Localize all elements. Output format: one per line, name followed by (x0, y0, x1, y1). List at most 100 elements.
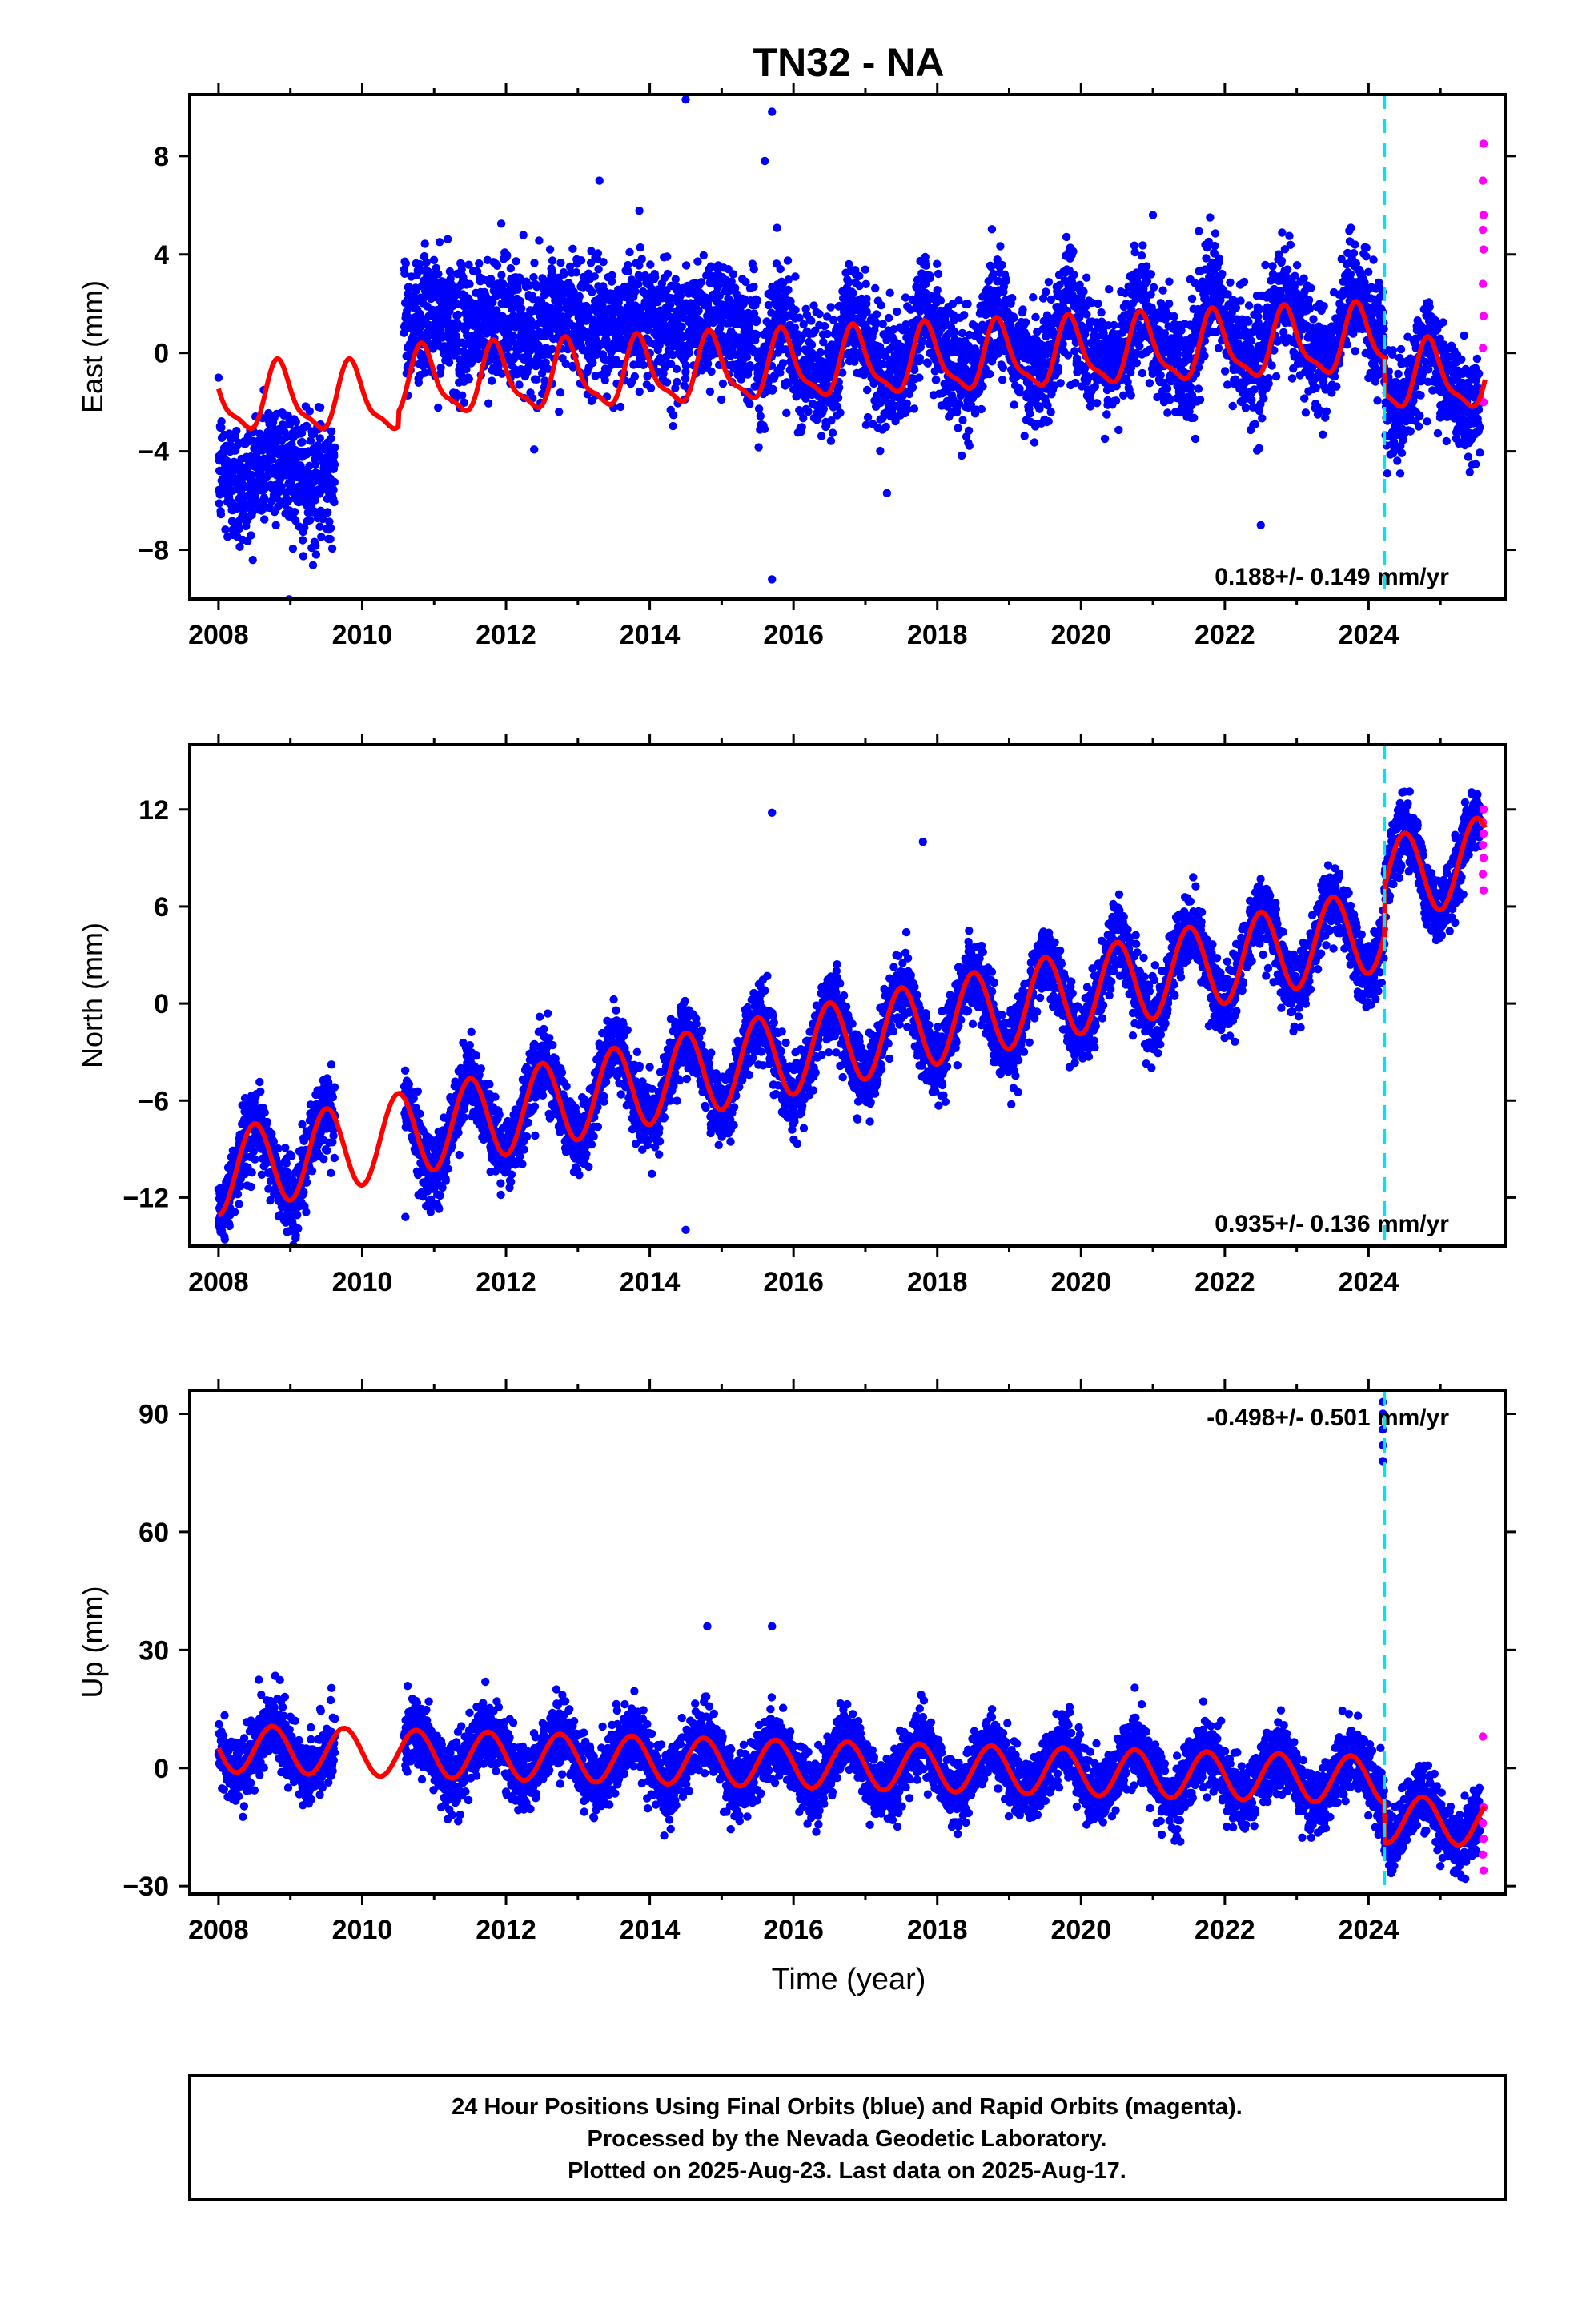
data-point (804, 407, 813, 416)
data-point (221, 525, 230, 534)
data-point (1145, 379, 1154, 388)
data-point (1010, 400, 1018, 409)
data-point (587, 247, 596, 255)
data-point (290, 508, 299, 517)
data-point (498, 279, 508, 288)
data-point (681, 261, 691, 270)
data-point (519, 231, 528, 239)
data-point (515, 380, 524, 389)
data-point (291, 417, 300, 426)
data-point (235, 542, 244, 551)
data-point (926, 273, 935, 283)
data-point (591, 372, 600, 380)
data-point (745, 400, 754, 408)
data-point (823, 329, 832, 339)
data-point (960, 311, 969, 320)
data-point (965, 441, 974, 450)
data-point (608, 271, 616, 280)
data-point (506, 264, 516, 273)
data-point (420, 239, 429, 248)
data-point (277, 482, 286, 492)
data-point (530, 445, 539, 454)
data-point (1094, 299, 1102, 308)
data-point (769, 384, 777, 393)
data-point (760, 424, 769, 433)
data-point (600, 376, 609, 384)
data-point (996, 242, 1005, 251)
data-point (754, 443, 763, 452)
data-point (639, 360, 648, 369)
data-point (326, 524, 335, 533)
data-point (1170, 312, 1178, 321)
data-point (1138, 241, 1147, 250)
data-point (305, 407, 314, 416)
data-point (921, 261, 930, 270)
data-point (545, 326, 554, 336)
data-point (753, 296, 762, 305)
data-point (414, 378, 423, 387)
data-point (592, 350, 601, 359)
data-point (885, 313, 893, 323)
data-point (497, 271, 506, 279)
data-point (1194, 384, 1203, 393)
data-point (877, 301, 885, 310)
data-point (315, 522, 324, 531)
data-point (624, 267, 632, 276)
data-point (296, 461, 305, 470)
data-point (486, 275, 496, 283)
data-point (319, 514, 327, 524)
data-point (1018, 305, 1027, 314)
data-point (235, 524, 244, 533)
data-point (1105, 285, 1114, 294)
data-point (214, 373, 223, 382)
data-point (729, 270, 738, 279)
data-point (556, 259, 565, 267)
data-point (699, 251, 708, 260)
data-point (878, 320, 888, 328)
data-point (820, 321, 829, 331)
data-point (315, 403, 325, 412)
data-point (299, 552, 308, 561)
data-point (436, 364, 445, 372)
data-point (1126, 391, 1136, 400)
data-point (259, 493, 269, 502)
data-point (1200, 352, 1209, 360)
data-point (1044, 417, 1053, 426)
data-point (1135, 342, 1144, 351)
data-point (452, 332, 460, 340)
data-point (964, 426, 974, 435)
data-point (1247, 336, 1256, 345)
data-point (1241, 404, 1251, 412)
data-point (1195, 227, 1203, 235)
data-point (807, 316, 816, 325)
data-point (465, 279, 474, 288)
data-point (881, 422, 891, 432)
data-point (306, 516, 315, 525)
data-point (1132, 359, 1142, 368)
data-point (492, 261, 502, 270)
data-point (607, 277, 616, 286)
data-point (575, 292, 584, 301)
data-point (1226, 278, 1235, 287)
data-point (298, 437, 307, 447)
data-point (1097, 308, 1106, 317)
data-point (1215, 254, 1223, 263)
data-point (434, 270, 443, 279)
data-point (749, 265, 758, 274)
data-point (594, 265, 603, 274)
data-point (576, 256, 586, 265)
data-point (404, 283, 414, 292)
data-point (529, 273, 538, 282)
data-point (1100, 434, 1110, 444)
data-point (742, 352, 752, 361)
data-point (330, 477, 339, 487)
data-point (1218, 269, 1227, 279)
data-point (1190, 413, 1199, 422)
data-point (311, 460, 320, 469)
data-point (588, 287, 596, 296)
data-point (958, 416, 967, 424)
data-point (773, 223, 781, 232)
data-point (746, 363, 755, 372)
data-point (963, 300, 972, 308)
data-point (663, 269, 673, 279)
